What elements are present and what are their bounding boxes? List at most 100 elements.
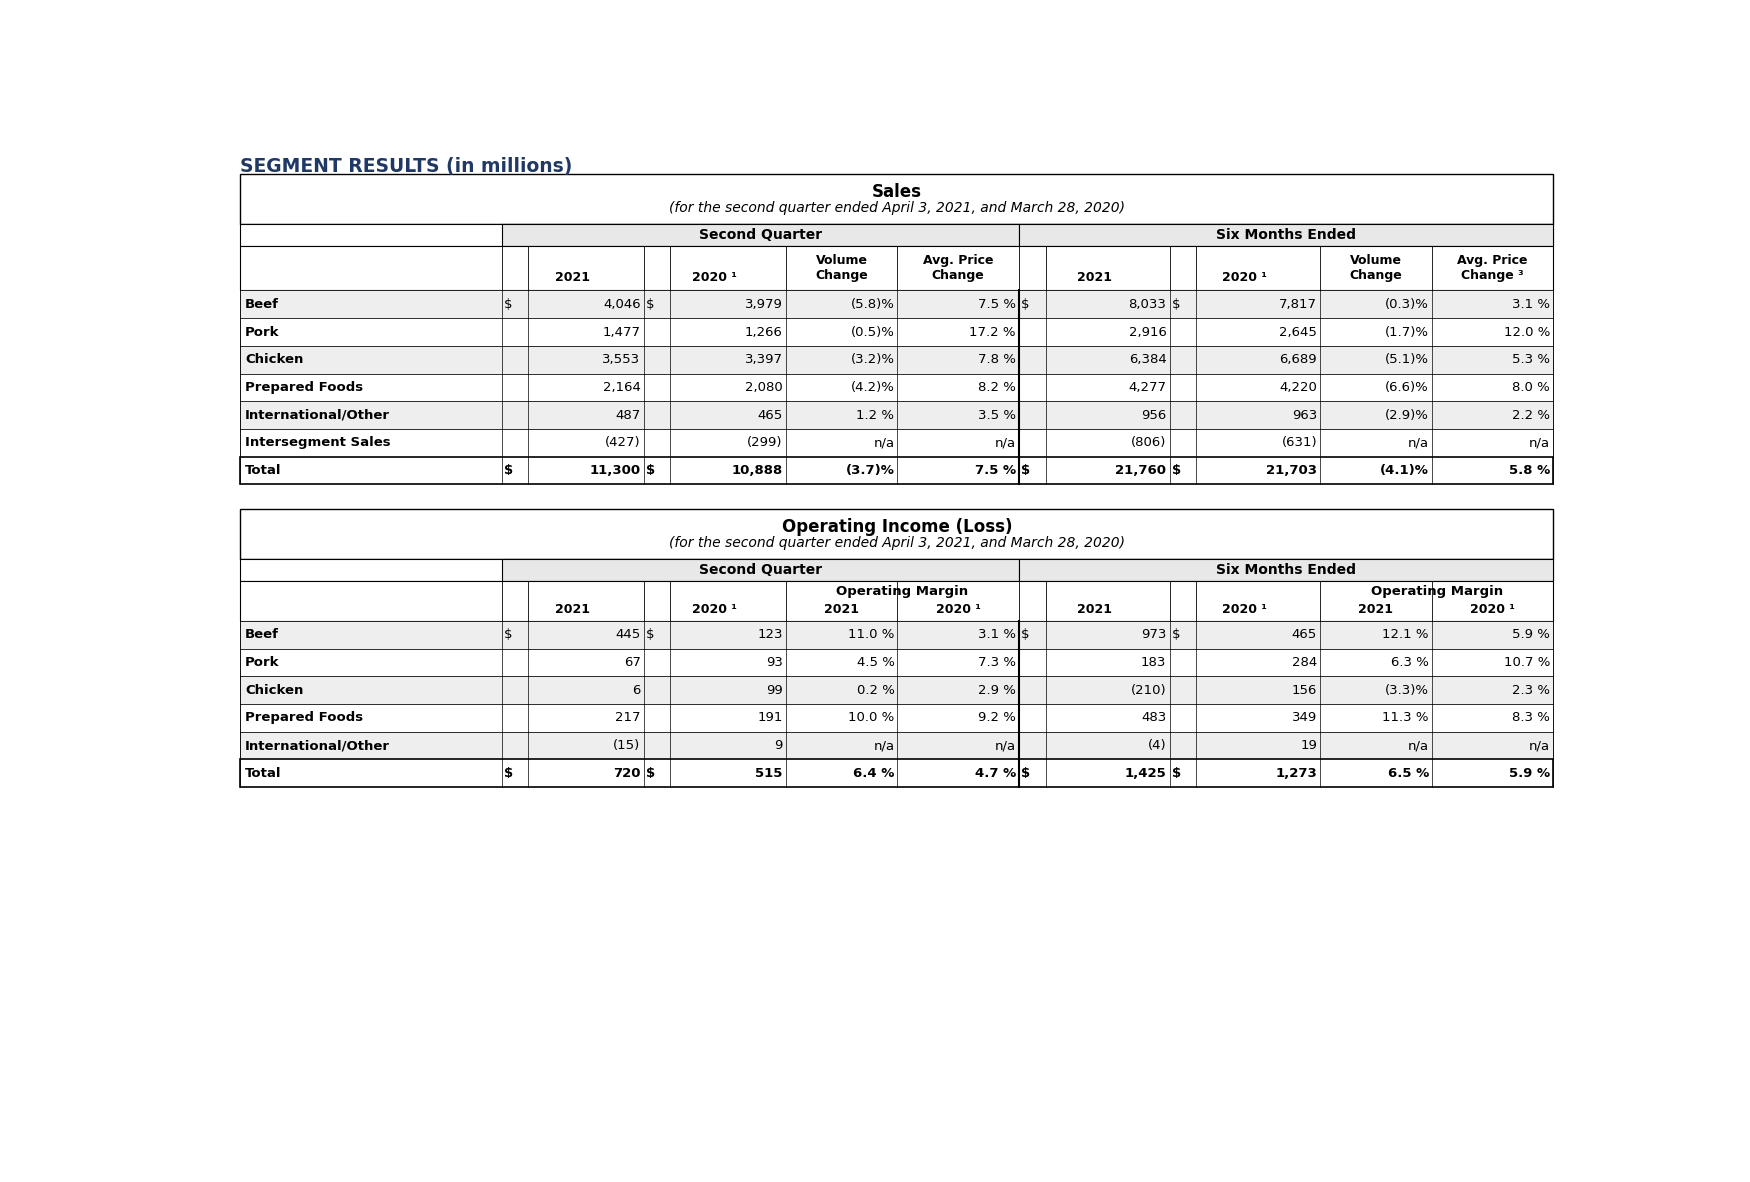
Bar [1018, 225, 1554, 246]
Text: Sales: Sales [872, 183, 922, 201]
Text: 2020 ¹: 2020 ¹ [1470, 603, 1516, 616]
Text: 99: 99 [766, 683, 782, 696]
Text: (0.3)%: (0.3)% [1384, 298, 1428, 311]
Text: 4,277: 4,277 [1129, 381, 1167, 394]
Text: 21,703: 21,703 [1265, 465, 1318, 478]
Text: 67: 67 [623, 656, 640, 669]
Text: Operating Margin: Operating Margin [1370, 585, 1503, 598]
Text: (3.2)%: (3.2)% [850, 353, 894, 366]
Text: 1,477: 1,477 [602, 325, 640, 338]
Text: $: $ [646, 465, 654, 478]
Text: 7,817: 7,817 [1279, 298, 1318, 311]
Text: 8,033: 8,033 [1129, 298, 1167, 311]
Text: 3.5 %: 3.5 % [978, 409, 1015, 422]
Text: $: $ [1172, 465, 1181, 478]
Text: 2020 ¹: 2020 ¹ [693, 603, 737, 616]
Bar [240, 429, 1554, 456]
Text: 2,164: 2,164 [602, 381, 640, 394]
Text: 2.9 %: 2.9 % [978, 683, 1015, 696]
Text: 21,760: 21,760 [1115, 465, 1167, 478]
Text: Operating Margin: Operating Margin [836, 585, 968, 598]
Bar [240, 676, 1554, 704]
Text: 2021: 2021 [824, 603, 859, 616]
Text: $: $ [1172, 298, 1180, 311]
Text: (5.1)%: (5.1)% [1384, 353, 1428, 366]
Text: 465: 465 [1292, 628, 1318, 641]
Text: 6: 6 [632, 683, 640, 696]
Text: 3.1 %: 3.1 % [1512, 298, 1550, 311]
Text: Chicken: Chicken [245, 353, 303, 366]
Text: (4.2)%: (4.2)% [850, 381, 894, 394]
Text: 2021: 2021 [555, 603, 590, 616]
Text: (2.9)%: (2.9)% [1384, 409, 1428, 422]
Text: 284: 284 [1292, 656, 1318, 669]
Text: Intersegment Sales: Intersegment Sales [245, 436, 390, 449]
Text: 3,979: 3,979 [746, 298, 782, 311]
Text: 9.2 %: 9.2 % [978, 712, 1015, 725]
Text: Prepared Foods: Prepared Foods [245, 381, 364, 394]
Text: 973: 973 [1141, 628, 1167, 641]
Text: International/Other: International/Other [245, 409, 390, 422]
Bar [502, 225, 1018, 246]
Bar [240, 732, 1554, 759]
Text: (299): (299) [747, 436, 782, 449]
Text: 191: 191 [758, 712, 782, 725]
Text: 0.2 %: 0.2 % [856, 683, 894, 696]
Text: 19: 19 [1300, 739, 1318, 752]
Text: 1,266: 1,266 [746, 325, 782, 338]
Text: 487: 487 [616, 409, 640, 422]
Text: n/a: n/a [1530, 739, 1550, 752]
Text: n/a: n/a [873, 436, 894, 449]
Text: 2021: 2021 [555, 272, 590, 285]
Bar [240, 580, 1554, 621]
Text: (6.6)%: (6.6)% [1384, 381, 1428, 394]
Text: Second Quarter: Second Quarter [698, 563, 822, 577]
Bar [240, 649, 1554, 676]
Bar [240, 621, 1554, 649]
Text: 2020 ¹: 2020 ¹ [936, 603, 980, 616]
Text: (0.5)%: (0.5)% [850, 325, 894, 338]
Text: 11,300: 11,300 [590, 465, 640, 478]
Text: 4,046: 4,046 [604, 298, 640, 311]
Text: n/a: n/a [1407, 436, 1428, 449]
Text: 11.3 %: 11.3 % [1382, 712, 1428, 725]
Text: Beef: Beef [245, 298, 278, 311]
Text: Total: Total [245, 465, 282, 478]
Text: Avg. Price
Change ³: Avg. Price Change ³ [1458, 254, 1528, 282]
Text: 3,397: 3,397 [746, 353, 782, 366]
Text: 483: 483 [1141, 712, 1167, 725]
Text: $: $ [646, 298, 654, 311]
Text: 1.2 %: 1.2 % [856, 409, 894, 422]
Text: 7.8 %: 7.8 % [978, 353, 1015, 366]
Text: (3.3)%: (3.3)% [1384, 683, 1428, 696]
Text: 4.7 %: 4.7 % [975, 767, 1015, 780]
Text: (3.7)%: (3.7)% [845, 465, 894, 478]
Text: 2.2 %: 2.2 % [1512, 409, 1550, 422]
Text: 6.4 %: 6.4 % [852, 767, 894, 780]
Text: Volume
Change: Volume Change [1349, 254, 1402, 282]
Text: 17.2 %: 17.2 % [970, 325, 1015, 338]
Text: 4.5 %: 4.5 % [856, 656, 894, 669]
Text: International/Other: International/Other [245, 739, 390, 752]
Text: 2020 ¹: 2020 ¹ [693, 272, 737, 285]
Text: $: $ [504, 465, 513, 478]
Text: n/a: n/a [994, 436, 1015, 449]
Bar [240, 174, 1554, 225]
Bar [240, 318, 1554, 346]
Text: (427): (427) [606, 436, 640, 449]
Bar [240, 456, 1554, 485]
Text: 156: 156 [1292, 683, 1318, 696]
Text: (4): (4) [1148, 739, 1167, 752]
Text: Volume
Change: Volume Change [816, 254, 868, 282]
Text: SEGMENT RESULTS (in millions): SEGMENT RESULTS (in millions) [240, 157, 572, 176]
Text: 183: 183 [1141, 656, 1167, 669]
Bar [240, 402, 1554, 429]
Text: Avg. Price
Change: Avg. Price Change [922, 254, 994, 282]
Text: 2020 ¹: 2020 ¹ [1223, 272, 1267, 285]
Text: 6.5 %: 6.5 % [1388, 767, 1428, 780]
Text: (210): (210) [1130, 683, 1167, 696]
Text: 2,645: 2,645 [1279, 325, 1318, 338]
Text: 8.0 %: 8.0 % [1512, 381, 1550, 394]
Text: $: $ [504, 628, 513, 641]
Text: 2021: 2021 [1076, 272, 1111, 285]
